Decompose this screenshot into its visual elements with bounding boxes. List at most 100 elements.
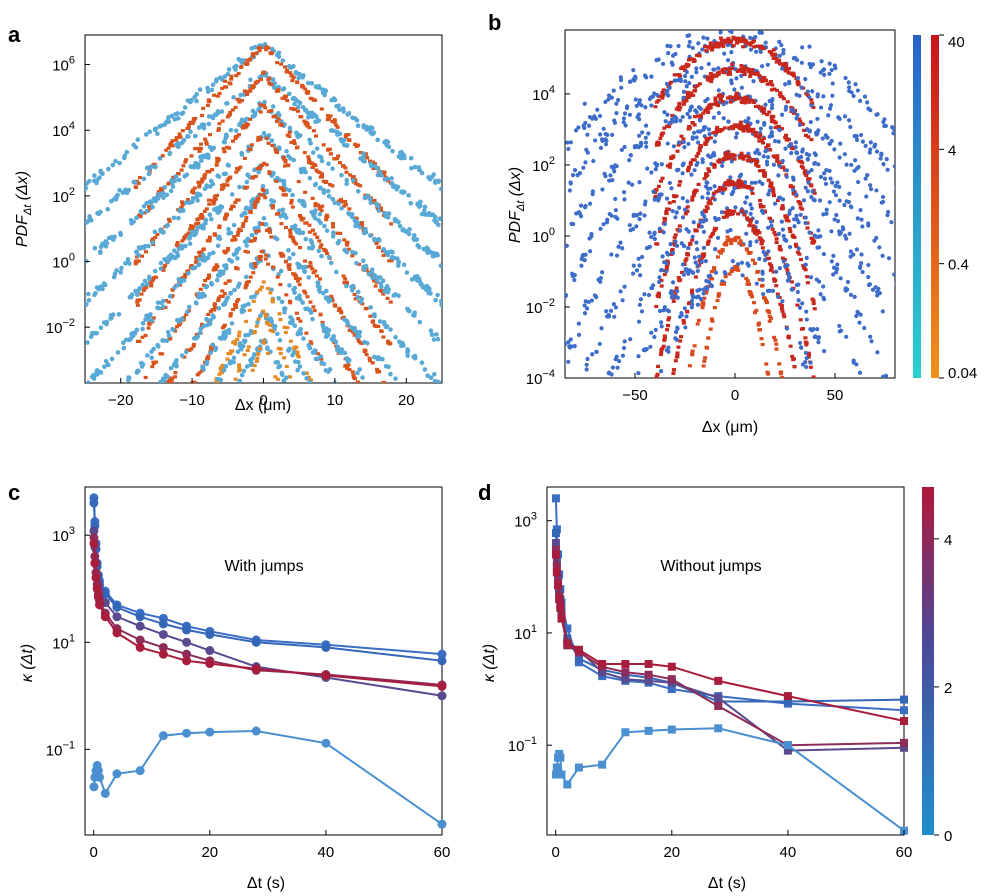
data-point-red [708,327,713,331]
data-point-orange [242,156,247,161]
data-point [182,637,192,647]
data-point-blue [851,360,856,365]
data-point-orange [266,262,271,266]
data-point-orange [264,136,269,140]
data-point-orange [347,207,352,211]
data-point-red [779,304,784,308]
data-point-blue [223,364,229,369]
data-point-orange [244,125,249,129]
data-point-red [715,125,720,130]
data-point-blue [212,347,218,353]
data-point-blue [793,145,798,150]
data-point-red [695,84,700,88]
data-point-red [797,160,802,164]
data-point-orange [244,62,249,67]
data-point-blue [115,350,121,355]
data-point-blue [781,47,786,53]
data-point-blue [897,176,901,180]
data-point-red [783,66,788,70]
data-point-blue [228,290,233,296]
data-point-blue [729,49,734,55]
data-point-blue [730,259,735,264]
data-point-blue [642,292,647,297]
data-point-orange [192,186,197,190]
data-point-blue [754,281,759,286]
data-point-blue [204,316,209,322]
data-point-blue [405,353,410,359]
data-point-blue [231,355,237,361]
data-point-red [702,177,707,181]
data-point-red [732,123,737,127]
data-point-blue [767,288,772,293]
data-point-orange [237,227,242,231]
data-point-red [696,318,701,323]
data-point-blue [652,91,657,96]
data-point-orange [306,155,311,159]
data-point-orange [181,164,186,168]
data-point-red [731,36,736,41]
data-point-orange [168,142,173,146]
data-point-blue [777,127,782,133]
data-point-orange [204,140,209,144]
data-point-blue [317,284,322,290]
data-point-orange [246,345,251,349]
data-point-blue [796,246,801,251]
data-point-blue [679,312,684,318]
data-point-orange [381,292,386,296]
data-point-orange [250,239,255,243]
data-point-blue [411,232,417,238]
data-point-orange [319,208,324,213]
data-point-blue [244,179,250,185]
data-point-blue [149,349,154,354]
data-point-blue [211,145,217,151]
data-point-blue [860,224,865,229]
data-point-red [688,93,693,97]
data-point-red [743,154,748,158]
data-point-blue [794,151,800,156]
data-point-red [747,98,752,103]
data-point-blue [651,189,656,194]
x-ticks-b: −50 0 50 [622,373,843,404]
data-point-blue [777,53,782,58]
data-point-red [753,134,758,138]
data-point-blue [804,309,809,314]
data-point-blue [673,215,678,220]
data-point-orange [295,80,300,84]
data-point-red [715,71,720,75]
data-point-orange [307,159,312,164]
data-point-red [706,239,711,243]
data-point-blue [269,138,275,143]
data-point-red [722,126,727,130]
data-point [554,581,563,590]
data-point-orange [175,325,180,329]
data-point-blue [808,275,814,280]
data-point-red [708,106,713,110]
data-point-orange [228,312,233,316]
data-point-blue [858,261,864,266]
data-point-orange [381,381,386,383]
data-point-orange [275,275,280,279]
data-point-blue [872,142,878,147]
data-point-red [790,354,795,359]
data-point-blue [233,251,239,256]
data-point-blue [147,274,152,280]
data-point-blue [838,276,843,281]
data-point-red [752,45,757,49]
data-point-orange [372,162,377,166]
data-point-orange [134,259,139,263]
data-point-orange [346,247,351,251]
data-point-red [661,131,666,135]
colorbar-tick-label-b: 0.4 [948,257,969,274]
data-point-orange [303,87,308,91]
x-axis-label-c: Δt (s) [247,875,285,892]
data-point-blue [318,220,323,226]
data-point-blue [584,362,589,367]
data-point-blue [175,282,181,288]
data-point-blue [733,135,739,140]
data-point-blue [701,35,706,40]
data-point-orange [379,289,384,293]
data-point-blue [781,259,786,264]
data-point-red [805,281,810,285]
data-point-blue [261,215,267,221]
